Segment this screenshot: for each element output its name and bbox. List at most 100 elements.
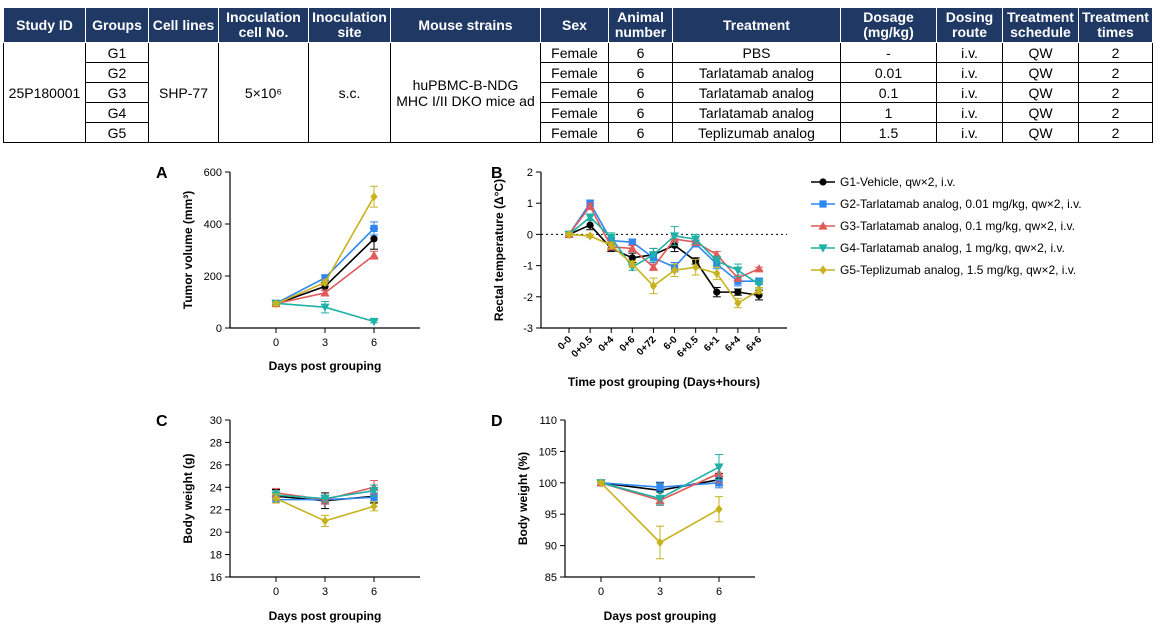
data-point xyxy=(369,487,379,496)
data-point xyxy=(370,501,378,511)
header-cell: Treatment times xyxy=(1078,7,1153,43)
data-point xyxy=(370,235,378,243)
series-g1 xyxy=(565,219,763,301)
series-line xyxy=(568,224,760,297)
header-cell: Dosing route xyxy=(936,7,1003,43)
data-point xyxy=(369,317,379,327)
schedule-cell: QW xyxy=(1002,82,1079,103)
animal-number-cell: 6 xyxy=(608,82,673,103)
animal-number-cell: 6 xyxy=(608,62,673,83)
treatment-cell: Tarlatamab analog xyxy=(672,102,841,123)
data-point xyxy=(754,264,764,273)
data-point xyxy=(370,493,378,501)
animal-number-cell: 6 xyxy=(608,122,673,143)
treatment-cell: Tarlatamab analog xyxy=(672,62,841,83)
data-point xyxy=(321,274,329,282)
header-cell: Study ID xyxy=(3,7,86,43)
data-point xyxy=(818,244,828,253)
x-tick-label: 6+4 xyxy=(723,334,743,354)
route-cell: i.v. xyxy=(936,42,1003,63)
chart-panel-d: D 85 90 95 100 105 110 0 3 6 Days post grouping Bod… xyxy=(491,413,755,623)
x-tick-label: 0+4 xyxy=(597,334,617,354)
data-point xyxy=(628,254,636,262)
x-tick-label: 3 xyxy=(322,337,328,349)
header-cell: Inoculation cell No. xyxy=(218,7,309,43)
data-point xyxy=(586,221,594,229)
data-point xyxy=(321,277,329,288)
dosage-cell: - xyxy=(840,42,937,63)
panel-letter: B xyxy=(491,165,503,182)
data-point xyxy=(606,233,616,243)
y-tick-label: -1 xyxy=(523,261,533,273)
legend-marker xyxy=(811,265,835,275)
data-point xyxy=(691,235,701,244)
legend-label: G4-Tarlatamab analog, 1 mg/kg, qw×2, i.v… xyxy=(840,241,1065,255)
data-point xyxy=(648,251,659,260)
table-header-row: Study ID Groups Cell lines Inoculation c… xyxy=(3,7,1153,43)
chart-panel-c: C 16 18 20 22 24 26 28 30 0 3 6 Days post grouping Bo… xyxy=(156,413,420,623)
header-cell: Mouse strains xyxy=(390,7,541,43)
data-point xyxy=(755,285,763,296)
group-cell: G2 xyxy=(85,62,149,83)
data-point xyxy=(648,262,659,271)
study-id-cell: 25P180001 xyxy=(3,42,86,143)
data-point xyxy=(320,288,330,297)
series-g5 xyxy=(272,185,378,309)
data-point xyxy=(649,281,658,291)
data-point xyxy=(754,280,764,289)
x-tick-label: 0 xyxy=(598,586,604,598)
y-tick-label: 20 xyxy=(210,527,222,539)
data-point xyxy=(627,243,637,253)
cell-line-cell: SHP-77 xyxy=(148,42,219,143)
panel-letter: C xyxy=(156,413,168,430)
dosage-cell: 0.1 xyxy=(840,82,937,103)
table-row: G5 Female 6 Teplizumab analog 1.5 i.v. Q… xyxy=(4,122,1153,143)
y-tick-label: 16 xyxy=(210,572,222,584)
dosage-cell: 1 xyxy=(840,102,937,123)
data-point xyxy=(655,494,665,504)
cell-no-cell: 5×10⁶ xyxy=(218,42,309,143)
y-tick-label: 30 xyxy=(210,415,222,427)
treatment-cell: Teplizumab analog xyxy=(672,122,841,143)
y-axis-label: Body weight (g) xyxy=(181,454,195,544)
legend-label: G2-Tarlatamab analog, 0.01 mg/kg, qw×2, … xyxy=(840,197,1082,211)
route-cell: i.v. xyxy=(936,82,1003,103)
y-tick-label: 0 xyxy=(216,323,222,335)
mouse-strain-line-2: MHC I/II DKO mice ad xyxy=(396,92,535,109)
table-row: G3 Female 6 Tarlatamab analog 0.1 i.v. Q… xyxy=(4,82,1153,103)
legend-marker xyxy=(811,200,835,208)
schedule-cell: QW xyxy=(1002,62,1079,83)
data-point xyxy=(819,265,827,275)
data-point xyxy=(819,178,827,186)
group-cell: G3 xyxy=(85,82,149,103)
series-g5 xyxy=(272,493,378,528)
data-point xyxy=(272,299,280,309)
chart-panel-a: A 0 200 400 600 0 3 6 Days post grouping Tumor vo… xyxy=(156,165,420,373)
y-axis-label: Rectal temperature (Δ°C) xyxy=(492,179,506,321)
data-point xyxy=(819,200,827,208)
sex-cell: Female xyxy=(540,42,609,63)
y-tick-label: 110 xyxy=(539,415,557,427)
data-point xyxy=(597,478,605,488)
x-tick-label: 6 xyxy=(371,586,377,598)
data-point xyxy=(370,224,378,233)
x-tick-label: 0+0.5 xyxy=(570,334,596,360)
schedule-cell: QW xyxy=(1002,122,1079,143)
x-tick-label: 0 xyxy=(273,337,279,349)
times-cell: 2 xyxy=(1078,62,1153,83)
data-point xyxy=(586,231,594,241)
dosage-cell: 1.5 xyxy=(840,122,937,143)
data-point xyxy=(369,250,379,259)
mouse-strain-cell: huPBMC-B-NDG MHC I/II DKO mice ad xyxy=(390,42,541,143)
treatment-cell: PBS xyxy=(672,42,841,63)
schedule-cell: QW xyxy=(1002,102,1079,123)
data-point xyxy=(370,192,378,202)
route-cell: i.v. xyxy=(936,102,1003,123)
y-tick-label: 26 xyxy=(210,460,222,472)
x-axis-label: Days post grouping xyxy=(604,609,717,623)
y-tick-label: 22 xyxy=(210,505,222,517)
panel-letter: D xyxy=(491,413,503,430)
legend-label: G3-Tarlatamab analog, 0.1 mg/kg, qw×2, i… xyxy=(840,219,1075,233)
y-axis-label: Body weight (%) xyxy=(516,452,530,545)
